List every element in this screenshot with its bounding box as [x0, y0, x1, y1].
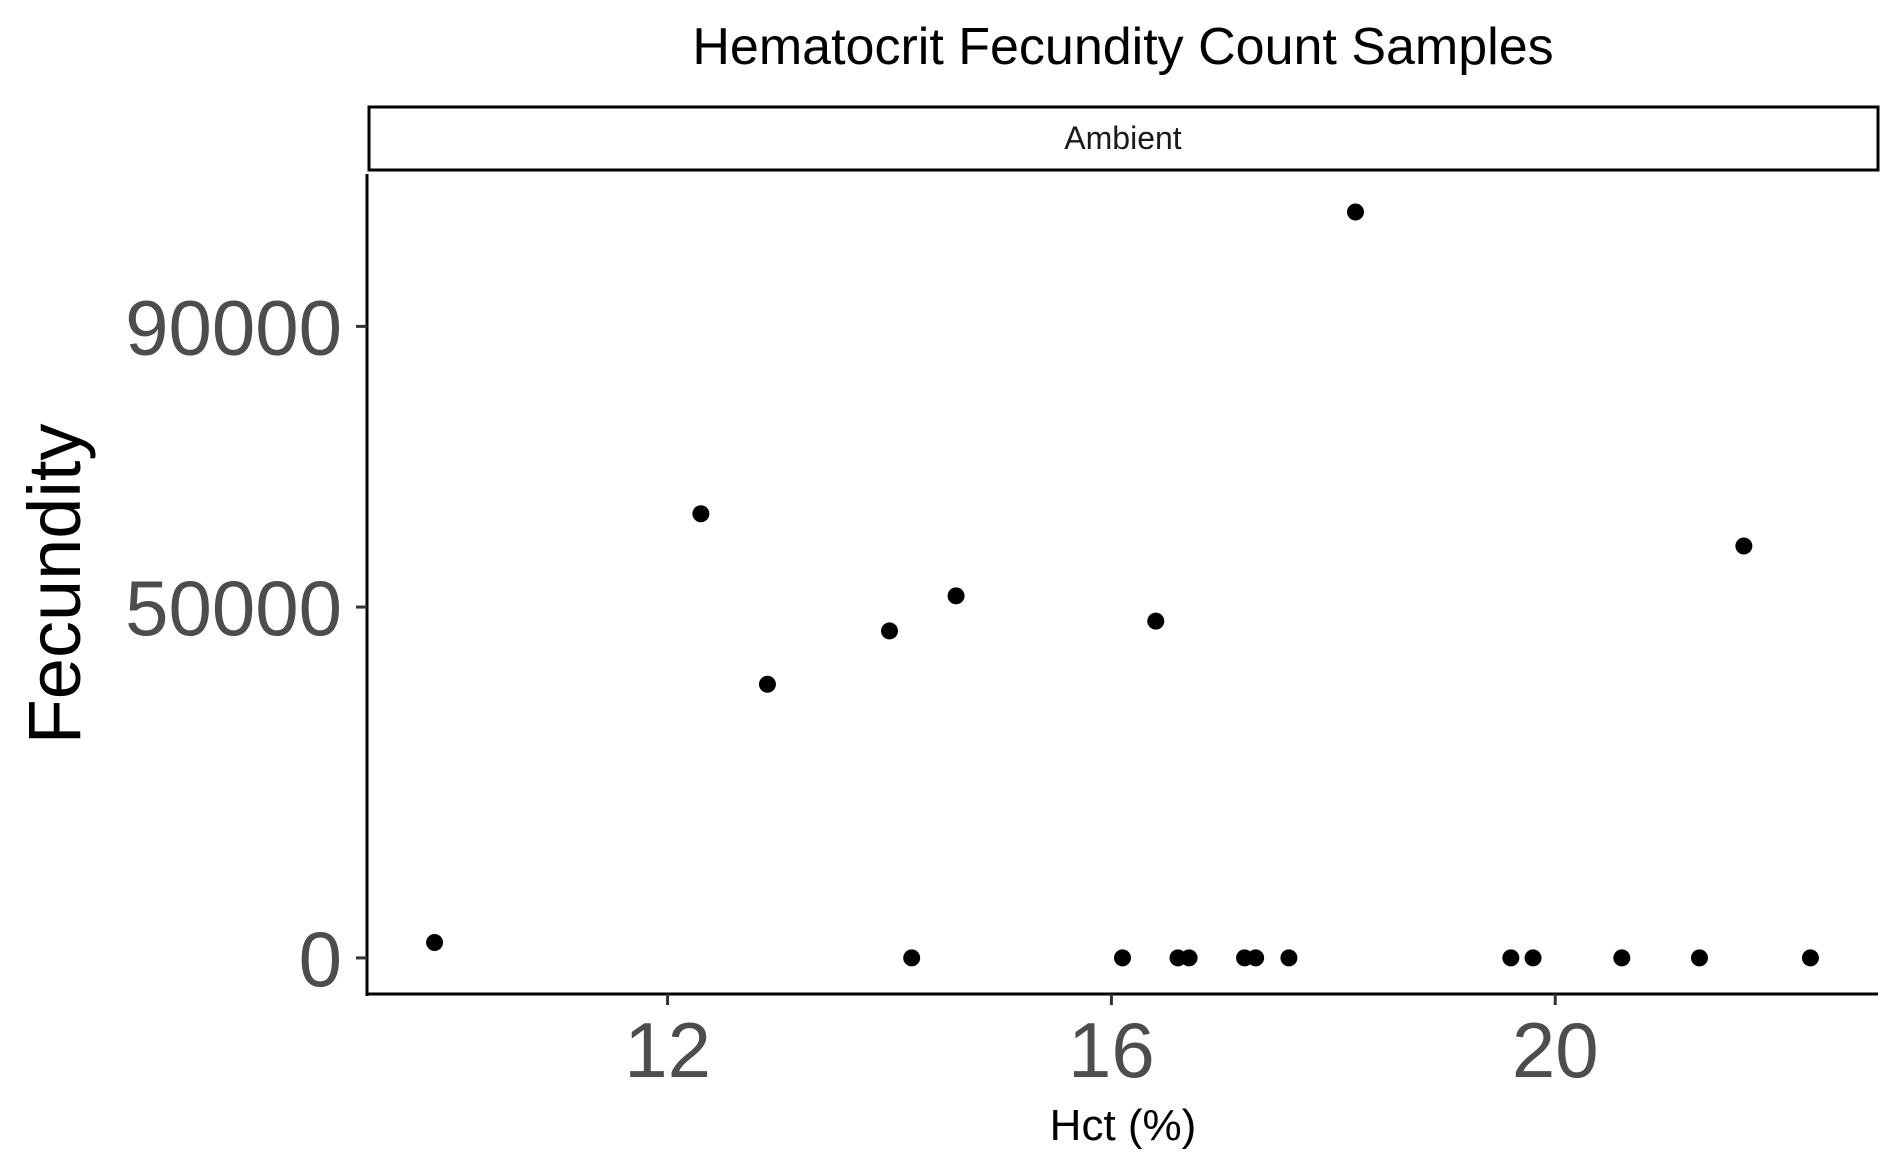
- facet-label: Ambient: [1064, 120, 1182, 156]
- data-point: [1735, 537, 1753, 555]
- data-point: [1613, 949, 1631, 967]
- facet-strip: [367, 105, 1880, 172]
- data-point: [1502, 949, 1520, 967]
- chart-title: Hematocrit Fecundity Count Samples: [692, 18, 1553, 76]
- x-tick-label: 16: [1068, 1006, 1155, 1094]
- data-point: [903, 949, 921, 967]
- x-tick-label: 12: [624, 1006, 711, 1094]
- data-point: [1247, 949, 1265, 967]
- data-point: [1280, 949, 1298, 967]
- x-axis-ticks: 12 16 20: [624, 994, 1599, 1094]
- data-point: [1801, 949, 1819, 967]
- data-point: [426, 933, 444, 951]
- data-point: [1147, 612, 1165, 630]
- y-tick-label: 90000: [125, 283, 342, 371]
- y-axis-ticks: 0 50000 90000: [125, 283, 367, 1003]
- y-tick-label: 0: [299, 915, 342, 1003]
- data-point: [1690, 949, 1708, 967]
- data-point: [1114, 949, 1131, 967]
- data-point: [1524, 949, 1542, 967]
- data-point: [758, 675, 776, 693]
- data-point: [947, 587, 965, 605]
- x-tick-label: 20: [1512, 1006, 1599, 1094]
- x-axis-title: Hct (%): [1050, 1101, 1197, 1150]
- data-point: [692, 505, 710, 523]
- data-point: [1180, 949, 1198, 967]
- y-axis-title: Fecundity: [13, 424, 96, 745]
- y-tick-label: 50000: [125, 564, 342, 652]
- data-point: [1347, 203, 1365, 221]
- data-points: [426, 203, 1819, 967]
- data-point: [880, 622, 898, 640]
